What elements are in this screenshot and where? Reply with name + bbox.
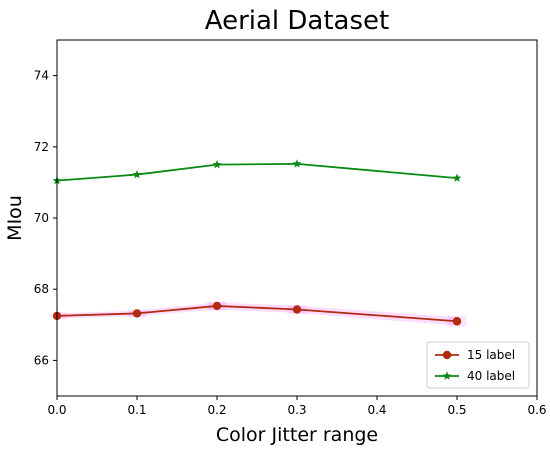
x-tick-label: 0.2: [207, 403, 226, 417]
y-axis-label: MIou: [4, 195, 26, 241]
x-tick-label: 0.5: [447, 403, 466, 417]
legend-marker: [442, 371, 452, 380]
y-tick-label: 66: [34, 353, 49, 367]
legend-label: 40 label: [467, 369, 515, 383]
data-point: [292, 305, 302, 314]
x-axis-label: Color Jitter range: [216, 424, 378, 446]
x-axis: 0.0 0.1 0.2 0.3 0.4 0.5 0.6: [47, 396, 547, 417]
y-tick-label: 74: [34, 69, 49, 83]
legend-label: 15 label: [467, 348, 515, 362]
series-markers: [52, 159, 462, 326]
y-tick-label: 68: [34, 282, 49, 296]
data-point: [132, 309, 142, 318]
data-point: [212, 301, 222, 311]
data-point: [132, 169, 142, 179]
data-point: [452, 173, 462, 182]
x-tick-label: 0.4: [367, 403, 386, 417]
y-tick-label: 70: [34, 211, 49, 225]
y-axis: 66 68 70 72 74: [34, 69, 57, 367]
data-point: [452, 317, 462, 326]
x-tick-label: 0.1: [127, 403, 146, 417]
plot-area: [57, 40, 537, 396]
x-tick-label: 0.0: [47, 403, 66, 417]
y-tick-label: 72: [34, 140, 49, 154]
x-tick-label: 0.3: [287, 403, 306, 417]
data-point: [212, 160, 222, 169]
data-point: [292, 159, 302, 168]
legend-marker: [442, 350, 452, 360]
legend: 15 label 40 label: [426, 341, 530, 389]
chart-title: Aerial Dataset: [205, 6, 389, 36]
x-tick-label: 0.6: [527, 403, 546, 417]
